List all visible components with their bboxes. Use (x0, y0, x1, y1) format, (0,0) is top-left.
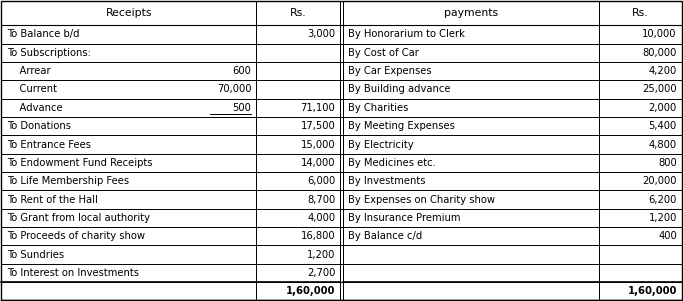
Text: 1,60,000: 1,60,000 (628, 286, 677, 296)
Text: To Proceeds of charity show: To Proceeds of charity show (7, 231, 145, 241)
Text: Advance: Advance (7, 103, 62, 113)
Text: 16,800: 16,800 (301, 231, 335, 241)
Text: 80,000: 80,000 (643, 48, 677, 58)
Text: 4,800: 4,800 (649, 139, 677, 150)
Text: 20,000: 20,000 (642, 176, 677, 186)
Text: Rs.: Rs. (632, 8, 649, 18)
Text: 5,400: 5,400 (649, 121, 677, 131)
Text: 1,200: 1,200 (307, 250, 335, 259)
Text: 14,000: 14,000 (301, 158, 335, 168)
Text: Current: Current (7, 85, 57, 95)
Text: 6,200: 6,200 (648, 194, 677, 204)
Text: By Meeting Expenses: By Meeting Expenses (348, 121, 455, 131)
Text: To Sundries: To Sundries (7, 250, 64, 259)
Text: To Endowment Fund Receipts: To Endowment Fund Receipts (7, 158, 152, 168)
Text: By Electricity: By Electricity (348, 139, 414, 150)
Text: 1,60,000: 1,60,000 (286, 286, 335, 296)
Text: By Balance c/d: By Balance c/d (348, 231, 423, 241)
Text: By Cost of Car: By Cost of Car (348, 48, 419, 58)
Text: By Honorarium to Clerk: By Honorarium to Clerk (348, 29, 465, 39)
Text: To Balance b/d: To Balance b/d (7, 29, 79, 39)
Text: 400: 400 (658, 231, 677, 241)
Text: 70,000: 70,000 (217, 85, 251, 95)
Text: By Building advance: By Building advance (348, 85, 451, 95)
Text: By Car Expenses: By Car Expenses (348, 66, 432, 76)
Text: To Interest on Investments: To Interest on Investments (7, 268, 139, 278)
Text: By Charities: By Charities (348, 103, 408, 113)
Text: To Subscriptions:: To Subscriptions: (7, 48, 91, 58)
Text: To Rent of the Hall: To Rent of the Hall (7, 194, 98, 204)
Text: 15,000: 15,000 (301, 139, 335, 150)
Text: 4,200: 4,200 (649, 66, 677, 76)
Text: Receipts: Receipts (105, 8, 152, 18)
Text: 10,000: 10,000 (642, 29, 677, 39)
Text: 3,000: 3,000 (307, 29, 335, 39)
Text: 17,500: 17,500 (301, 121, 335, 131)
Text: 500: 500 (232, 103, 251, 113)
Text: 600: 600 (232, 66, 251, 76)
Text: 800: 800 (658, 158, 677, 168)
Text: By Expenses on Charity show: By Expenses on Charity show (348, 194, 495, 204)
Text: 71,100: 71,100 (301, 103, 335, 113)
Text: Rs.: Rs. (290, 8, 307, 18)
Text: 1,200: 1,200 (648, 213, 677, 223)
Text: By Medicines etc.: By Medicines etc. (348, 158, 436, 168)
Text: To Donations: To Donations (7, 121, 71, 131)
Text: 8,700: 8,700 (307, 194, 335, 204)
Text: 2,000: 2,000 (649, 103, 677, 113)
Text: By Insurance Premium: By Insurance Premium (348, 213, 461, 223)
Text: payments: payments (444, 8, 498, 18)
Text: Arrear: Arrear (7, 66, 51, 76)
Text: By Investments: By Investments (348, 176, 426, 186)
Text: 6,000: 6,000 (307, 176, 335, 186)
Text: To Entrance Fees: To Entrance Fees (7, 139, 91, 150)
Text: 4,000: 4,000 (307, 213, 335, 223)
Text: 25,000: 25,000 (642, 85, 677, 95)
Text: To Grant from local authority: To Grant from local authority (7, 213, 150, 223)
Text: To Life Membership Fees: To Life Membership Fees (7, 176, 129, 186)
Text: 2,700: 2,700 (307, 268, 335, 278)
